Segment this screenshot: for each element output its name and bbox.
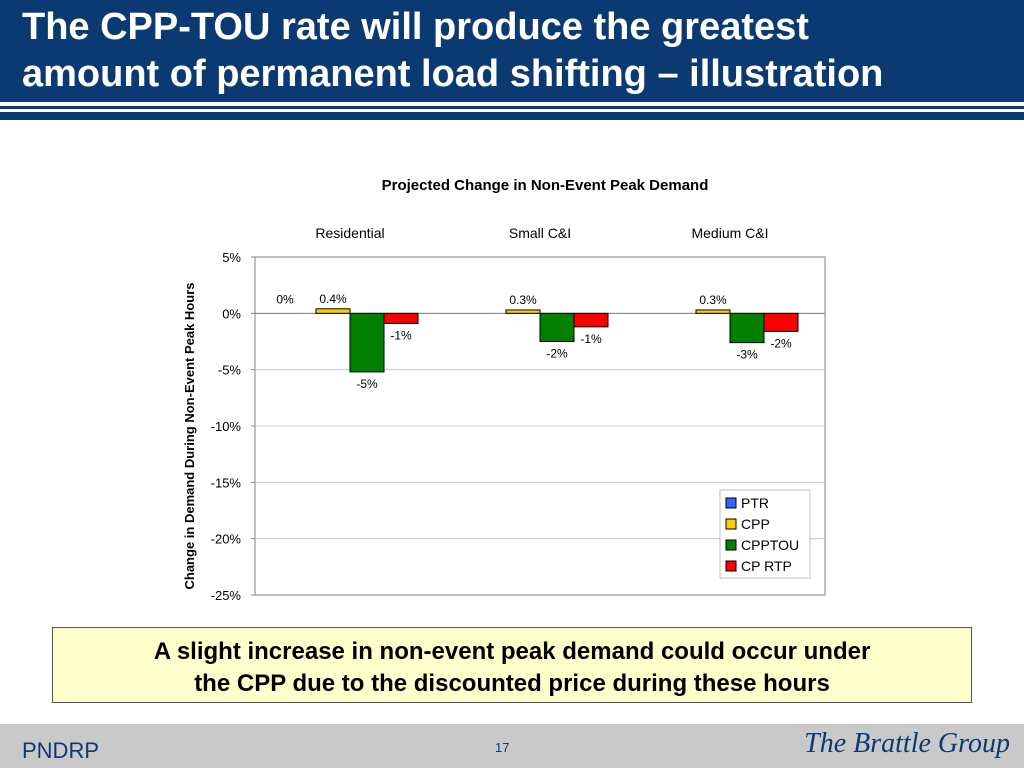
data-label: -1% bbox=[390, 328, 412, 342]
bar-chart: Projected Change in Non-Event Peak Deman… bbox=[182, 177, 826, 603]
data-label: 0.4% bbox=[319, 292, 347, 306]
legend-label: CPP bbox=[741, 516, 770, 532]
data-label: -2% bbox=[770, 336, 792, 350]
data-label: 0.3% bbox=[699, 293, 727, 307]
category-label: Medium C&I bbox=[691, 225, 768, 241]
bar-cpptou bbox=[539, 312, 575, 342]
bar-cpp bbox=[315, 308, 351, 314]
data-label: -5% bbox=[356, 377, 378, 391]
callout-box: A slight increase in non-event peak dema… bbox=[52, 627, 972, 703]
data-label: -2% bbox=[546, 347, 568, 361]
legend-swatch bbox=[725, 518, 737, 530]
title-bar: The CPP-TOU rate will produce the greate… bbox=[0, 0, 1024, 102]
page-number: 17 bbox=[495, 740, 510, 755]
legend-swatch bbox=[725, 560, 737, 572]
legend-swatch bbox=[725, 539, 737, 551]
brattle-logo: The Brattle Group bbox=[804, 728, 1010, 759]
slide-title: The CPP-TOU rate will produce the greate… bbox=[22, 4, 1024, 98]
bar-cp-rtp bbox=[763, 312, 799, 332]
bar-cp-rtp bbox=[573, 312, 609, 328]
bar-cpp bbox=[505, 309, 541, 314]
data-label: -3% bbox=[736, 348, 758, 362]
slide-title-line1: The CPP-TOU rate will produce the greate… bbox=[22, 6, 809, 48]
chart-title: Projected Change in Non-Event Peak Deman… bbox=[382, 177, 709, 194]
data-label: 0% bbox=[276, 292, 294, 306]
y-tick-label: 5% bbox=[222, 250, 241, 265]
data-label: 0.3% bbox=[509, 293, 537, 307]
bar-cpp bbox=[695, 309, 731, 314]
y-tick-label: 0% bbox=[222, 306, 241, 321]
legend-label: PTR bbox=[741, 495, 769, 511]
y-tick-label: -15% bbox=[211, 475, 242, 490]
title-rule bbox=[0, 106, 1024, 109]
category-label: Residential bbox=[315, 225, 384, 241]
y-tick-label: -20% bbox=[211, 532, 242, 547]
bar-cpptou bbox=[349, 312, 385, 373]
slide-title-line2: amount of permanent load shifting – illu… bbox=[22, 53, 884, 95]
data-label: -1% bbox=[580, 332, 602, 346]
title-rule-thick bbox=[0, 112, 1024, 120]
legend-label: CP RTP bbox=[741, 558, 792, 574]
bar-cpptou bbox=[729, 312, 765, 344]
category-label: Small C&I bbox=[509, 225, 571, 241]
callout-line1: A slight increase in non-event peak dema… bbox=[153, 638, 871, 665]
y-tick-label: -10% bbox=[211, 419, 242, 434]
footer: PNDRP 17 The Brattle Group bbox=[0, 724, 1024, 768]
footer-label: PNDRP bbox=[22, 738, 100, 763]
legend-label: CPPTOU bbox=[741, 537, 799, 553]
y-tick-label: -5% bbox=[218, 363, 242, 378]
callout-line2: the CPP due to the discounted price duri… bbox=[194, 670, 830, 697]
y-axis-label: Change in Demand During Non-Event Peak H… bbox=[182, 283, 197, 590]
bar-cp-rtp bbox=[383, 312, 419, 324]
legend-swatch bbox=[725, 497, 737, 509]
y-tick-label: -25% bbox=[211, 588, 242, 603]
